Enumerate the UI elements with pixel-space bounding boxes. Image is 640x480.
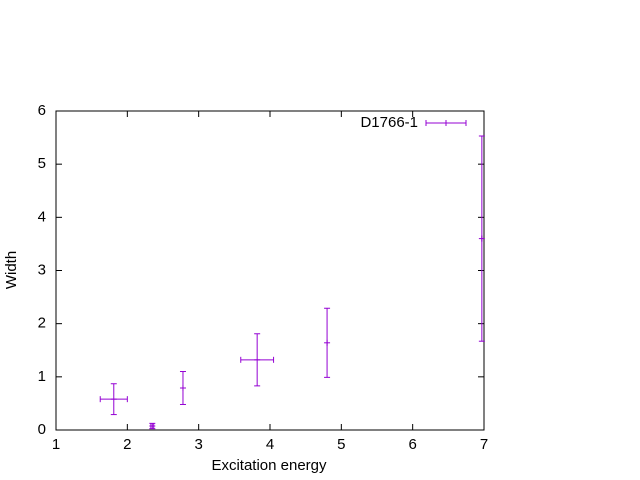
x-axis-label: Excitation energy bbox=[211, 457, 327, 474]
legend-label: D1766-1 bbox=[360, 114, 418, 131]
x-tick-label: 1 bbox=[52, 436, 60, 453]
x-tick-label: 3 bbox=[194, 436, 202, 453]
x-tick-label: 6 bbox=[408, 436, 416, 453]
y-tick-label: 1 bbox=[38, 368, 46, 385]
x-tick-label: 2 bbox=[123, 436, 131, 453]
y-tick-label: 3 bbox=[38, 261, 46, 278]
y-axis-label: Width bbox=[3, 251, 20, 289]
plot-frame bbox=[55, 110, 485, 431]
y-tick-label: 5 bbox=[38, 155, 46, 172]
y-tick-label: 6 bbox=[38, 102, 46, 119]
y-tick-label: 0 bbox=[38, 421, 46, 438]
x-tick-label: 5 bbox=[337, 436, 345, 453]
x-tick-label: 7 bbox=[480, 436, 488, 453]
y-tick-label: 4 bbox=[38, 208, 46, 225]
y-tick-label: 2 bbox=[38, 315, 46, 332]
x-tick-label: 4 bbox=[266, 436, 274, 453]
